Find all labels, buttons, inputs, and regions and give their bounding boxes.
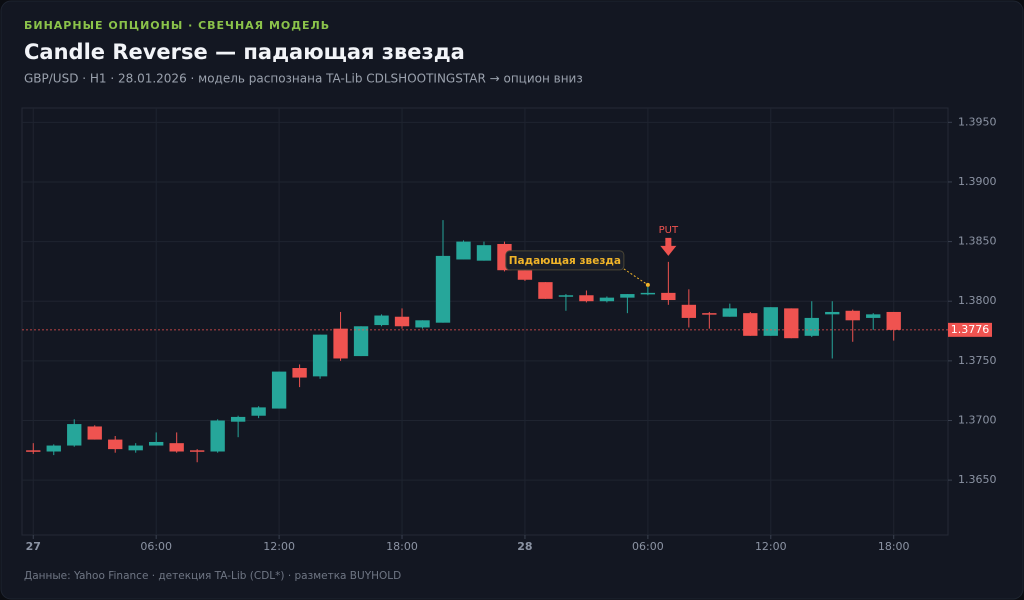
x-tick-label: 18:00 xyxy=(878,540,910,553)
candle-body xyxy=(476,245,492,261)
candle-body xyxy=(394,316,410,327)
candle-body xyxy=(640,292,656,295)
candle-body xyxy=(435,255,451,323)
y-tick-label: 1.3950 xyxy=(958,115,997,128)
y-tick-label: 1.3700 xyxy=(958,413,997,426)
candle-body xyxy=(804,317,819,336)
candle-body xyxy=(374,315,389,326)
candle-body xyxy=(866,314,881,318)
candle-body xyxy=(599,297,615,302)
candle-body xyxy=(67,424,82,446)
candle-body xyxy=(538,282,553,299)
overline: БИНАРНЫЕ ОПЦИОНЫ · СВЕЧНАЯ МОДЕЛЬ xyxy=(24,19,330,32)
signal-arrow xyxy=(660,237,677,256)
y-tick-label: 1.3850 xyxy=(958,235,997,248)
candle-body xyxy=(456,241,471,260)
y-tick-label: 1.3900 xyxy=(958,175,997,188)
candle-body xyxy=(722,308,737,317)
candle-body xyxy=(333,328,348,359)
candle-body xyxy=(26,450,41,452)
candle-body xyxy=(845,310,860,321)
chart-title: Candle Reverse — падающая звезда xyxy=(24,40,465,64)
y-tick-label: 1.3650 xyxy=(958,473,997,486)
plot-frame xyxy=(21,107,949,536)
x-tick-label: 28 xyxy=(517,540,532,553)
candle-body xyxy=(149,441,164,446)
y-tick-label: 1.3750 xyxy=(958,354,997,367)
candle-body xyxy=(702,313,717,315)
annotation-box xyxy=(505,250,625,271)
candle-body xyxy=(579,295,594,302)
candle-body xyxy=(108,439,123,450)
candle-body xyxy=(87,426,102,440)
last-price-tag xyxy=(948,322,992,337)
candle-body xyxy=(312,334,328,377)
candle-body xyxy=(558,295,574,297)
x-tick-label: 06:00 xyxy=(632,540,664,553)
x-tick-label: 27 xyxy=(26,540,41,553)
x-tick-label: 12:00 xyxy=(755,540,787,553)
candle-body xyxy=(292,368,307,378)
candle-body xyxy=(825,311,840,315)
candle-body xyxy=(251,407,266,416)
footer: Данные: Yahoo Finance · детекция TA-Lib … xyxy=(24,570,401,582)
subtitle: GBP/USD · H1 · 28.01.2026 · модель распо… xyxy=(24,72,583,86)
candle-body xyxy=(517,270,533,280)
y-tick-label: 1.3800 xyxy=(958,294,997,307)
annotation-text: Падающая звезда xyxy=(509,255,621,267)
x-tick-label: 06:00 xyxy=(140,540,172,553)
annotation-leader xyxy=(623,268,649,286)
candle-body xyxy=(353,326,369,357)
annotation-dot xyxy=(645,282,650,287)
candle-body xyxy=(763,307,778,336)
candle-body xyxy=(784,308,799,339)
candle-body xyxy=(886,311,901,330)
candle-body xyxy=(230,416,246,422)
candle-body xyxy=(189,450,205,452)
candle-body xyxy=(620,294,635,298)
x-tick-label: 12:00 xyxy=(263,540,295,553)
candle-body xyxy=(661,292,676,301)
candle-body xyxy=(169,443,184,452)
x-tick-label: 18:00 xyxy=(386,540,418,553)
candle-body xyxy=(415,320,430,328)
candle-body xyxy=(271,371,287,409)
candle-body xyxy=(681,304,697,318)
candle-body xyxy=(210,420,225,452)
signal-label: PUT xyxy=(659,225,679,236)
last-price-label: 1.3776 xyxy=(951,323,990,336)
candle-body xyxy=(46,445,61,452)
candle-body xyxy=(128,445,143,451)
candle-body xyxy=(743,313,758,336)
